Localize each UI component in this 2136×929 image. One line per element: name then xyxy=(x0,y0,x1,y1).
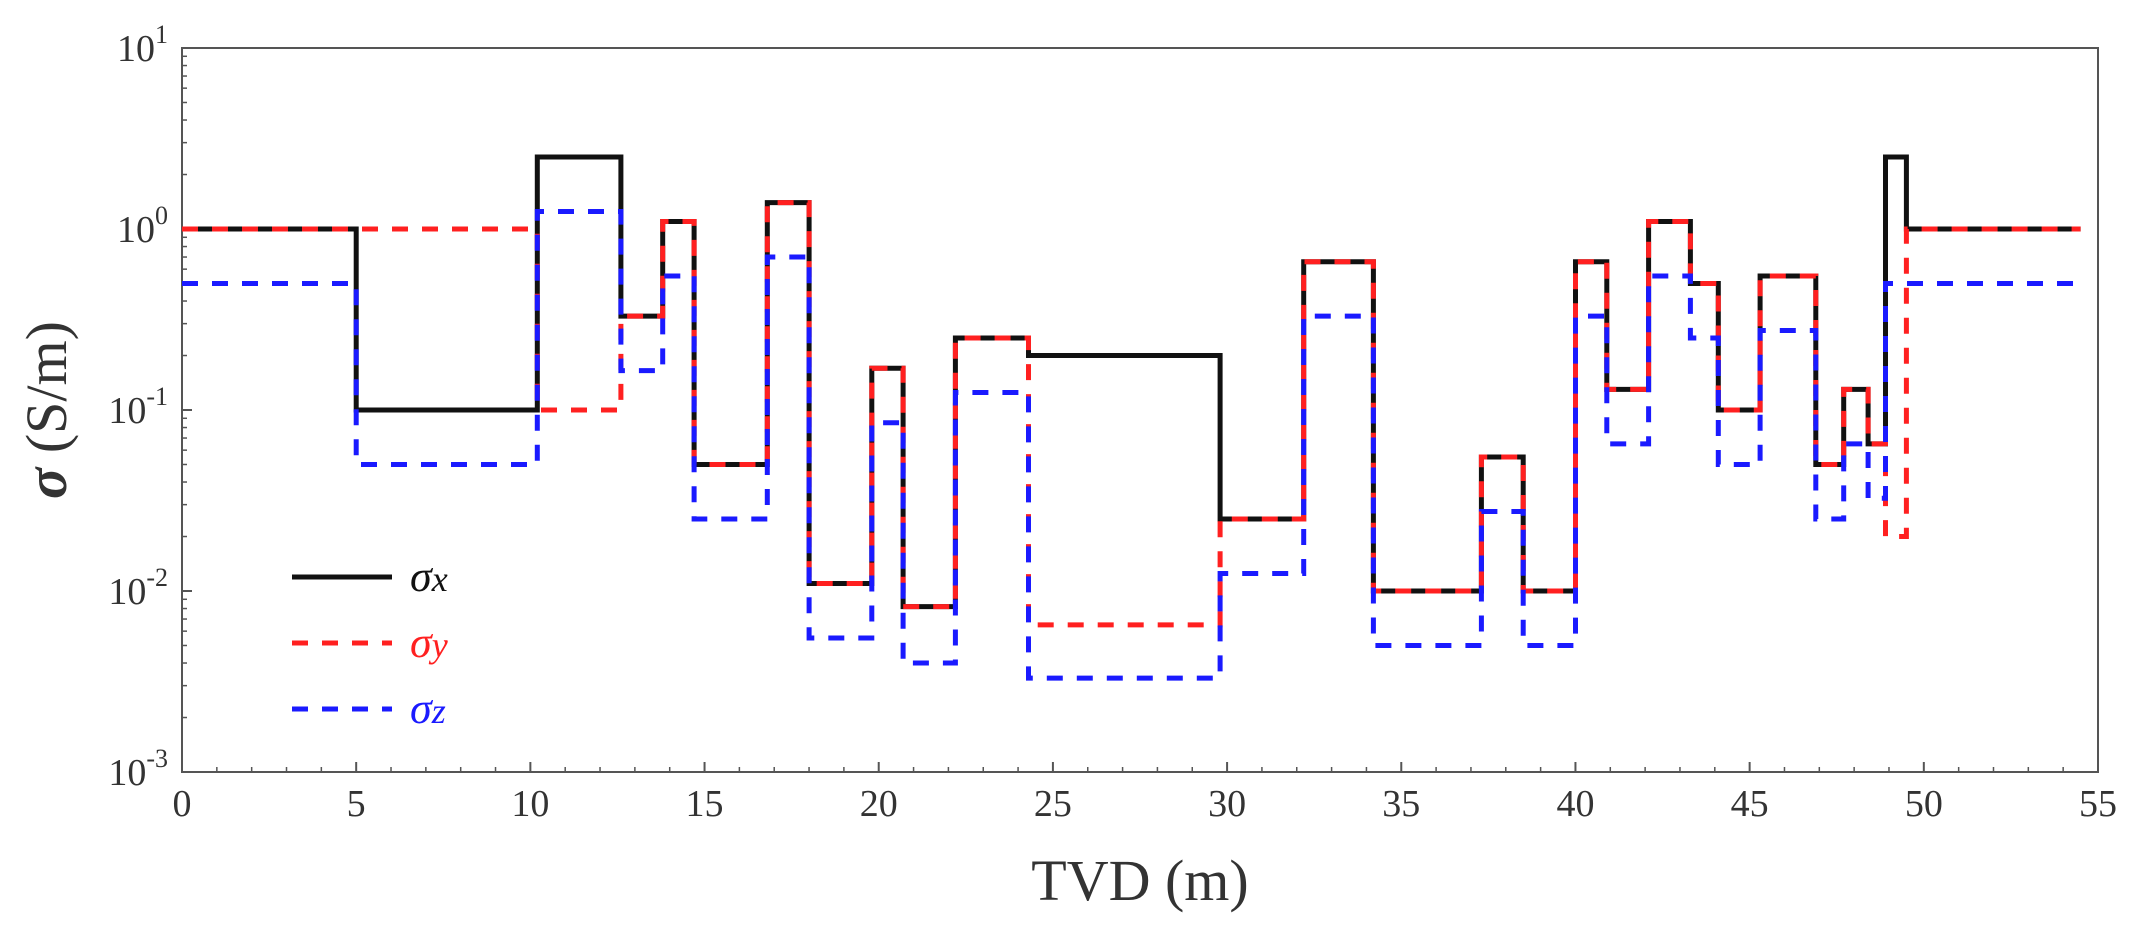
plot-area: 0 5 10 15 20 25 30 35 40 45 50 55 101 100 10-1 10-2 10-… xyxy=(108,20,2117,825)
series-line-x xyxy=(182,154,2081,610)
series-line-y xyxy=(182,200,2081,628)
series-layer xyxy=(182,154,2081,681)
x-tick-label: 45 xyxy=(1731,783,1769,825)
legend-label-x: σx xyxy=(410,552,448,601)
y-axis: 101 100 10-1 10-2 10-3 xyxy=(108,20,192,794)
y-axis-label-symbol: σ xyxy=(14,466,79,499)
legend: σx σy σz xyxy=(292,552,448,733)
y-tick-label: 100 xyxy=(117,201,168,251)
x-tick-label: 40 xyxy=(1556,783,1594,825)
y-tick-label: 10-2 xyxy=(108,563,168,613)
x-tick-label: 50 xyxy=(1905,783,1943,825)
x-tick-label: 55 xyxy=(2079,783,2117,825)
x-axis-label: TVD (m) xyxy=(1031,848,1248,913)
x-tick-label: 0 xyxy=(173,783,192,825)
x-tick-label: 5 xyxy=(347,783,366,825)
x-tick-label: 20 xyxy=(860,783,898,825)
x-tick-label: 35 xyxy=(1382,783,1420,825)
x-tick-label: 30 xyxy=(1208,783,1246,825)
series-line-z xyxy=(182,209,2081,681)
y-tick-label: 10-3 xyxy=(108,744,168,794)
x-tick-label: 10 xyxy=(511,783,549,825)
y-tick-label: 101 xyxy=(117,20,168,70)
legend-label-z: σz xyxy=(410,684,446,733)
legend-label-y: σy xyxy=(410,618,448,667)
x-axis: 0 5 10 15 20 25 30 35 40 45 50 55 xyxy=(173,762,2117,825)
y-axis-label: σ (S/m) xyxy=(14,321,79,499)
x-tick-label: 15 xyxy=(686,783,724,825)
x-tick-label: 25 xyxy=(1034,783,1072,825)
y-tick-label: 10-1 xyxy=(108,382,168,432)
y-axis-label-unit: (S/m) xyxy=(14,321,79,468)
